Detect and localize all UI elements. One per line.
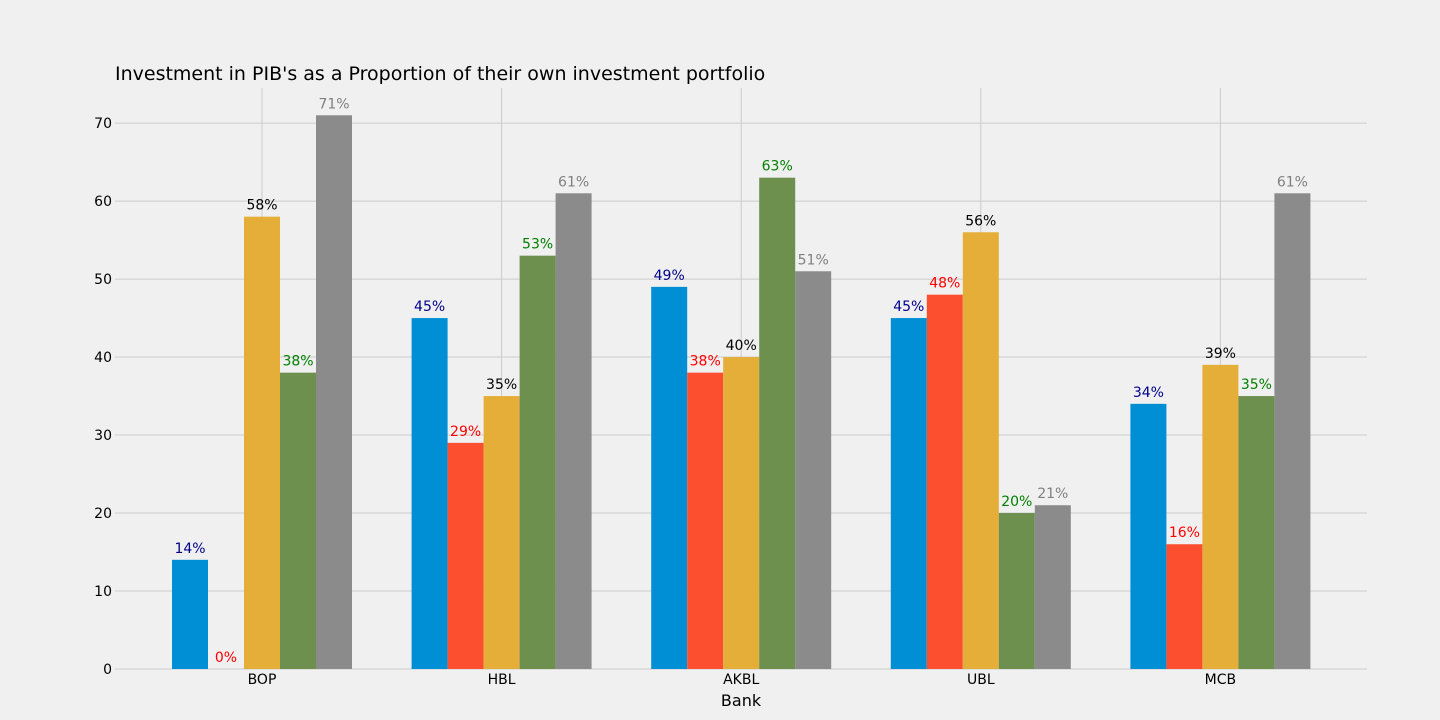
bar-value-label: 20% <box>1001 494 1032 510</box>
bar <box>447 442 484 669</box>
bar <box>651 286 688 669</box>
bar-value-label: 45% <box>893 299 924 315</box>
bar <box>411 318 448 669</box>
bar-value-label: 29% <box>450 424 481 440</box>
bar <box>172 559 208 669</box>
x-tick-label: UBL <box>967 672 995 688</box>
bar <box>998 513 1035 669</box>
data-labels: 14% 45% 49% 45% 34% 0% 29% 38% 48% 16% 58% 35% 40% 56… <box>174 96 1308 666</box>
chart-title: Investment in PIB's as a Proportion of t… <box>115 63 765 85</box>
bar <box>1130 403 1167 669</box>
y-axis-ticks: 0 10 20 30 40 50 60 70 <box>94 116 112 678</box>
y-tick-label: 50 <box>94 272 112 288</box>
bar-value-label: 0% <box>215 650 237 666</box>
bar <box>687 372 724 669</box>
bar-value-label: 38% <box>690 354 721 370</box>
bar-value-label: 38% <box>282 354 313 370</box>
x-tick-label: MCB <box>1205 672 1236 688</box>
bar-value-label: 56% <box>965 213 996 229</box>
bar-value-label: 34% <box>1133 385 1164 401</box>
bar-value-label: 61% <box>558 174 589 190</box>
bar-value-label: 61% <box>1277 174 1308 190</box>
bar-value-label: 40% <box>726 338 757 354</box>
y-tick-label: 70 <box>94 116 112 132</box>
bar <box>519 255 556 669</box>
x-axis-label: Bank <box>721 691 762 710</box>
bar-value-label: 63% <box>762 159 793 175</box>
bar-value-label: 71% <box>318 96 349 112</box>
bar <box>555 193 592 670</box>
x-axis-ticks: BOP HBL AKBL UBL MCB <box>248 672 1237 688</box>
bar <box>316 115 352 670</box>
bar-value-label: 14% <box>174 541 205 557</box>
bar-value-label: 58% <box>246 198 277 214</box>
bar <box>483 396 520 669</box>
bars <box>172 115 1311 670</box>
bar <box>1166 544 1203 669</box>
y-tick-label: 10 <box>94 584 112 600</box>
bar-value-label: 45% <box>414 299 445 315</box>
bar <box>280 372 316 669</box>
y-tick-label: 20 <box>94 506 112 522</box>
y-tick-label: 40 <box>94 350 112 366</box>
bar <box>1034 505 1071 669</box>
bar-value-label: 16% <box>1169 525 1200 541</box>
bar-value-label: 49% <box>654 268 685 284</box>
bar <box>759 177 796 669</box>
x-tick-label: AKBL <box>723 672 759 688</box>
y-tick-label: 30 <box>94 428 112 444</box>
y-tick-label: 60 <box>94 194 112 210</box>
bar <box>723 357 760 669</box>
bar <box>1274 193 1311 670</box>
bar <box>890 318 927 669</box>
bar-value-label: 39% <box>1205 346 1236 362</box>
bar <box>244 216 280 669</box>
bar-value-label: 35% <box>486 377 517 393</box>
x-tick-label: HBL <box>488 672 516 688</box>
bar <box>1238 396 1275 669</box>
bar-value-label: 51% <box>798 252 829 268</box>
bar <box>926 294 963 669</box>
bar-value-label: 35% <box>1241 377 1272 393</box>
bar-value-label: 21% <box>1037 486 1068 502</box>
bar <box>1202 364 1239 669</box>
y-tick-label: 0 <box>103 662 112 678</box>
bar-value-label: 53% <box>522 237 553 253</box>
bar <box>795 271 832 669</box>
bar-value-label: 48% <box>929 276 960 292</box>
x-tick-label: BOP <box>248 672 277 688</box>
bar <box>962 232 999 670</box>
